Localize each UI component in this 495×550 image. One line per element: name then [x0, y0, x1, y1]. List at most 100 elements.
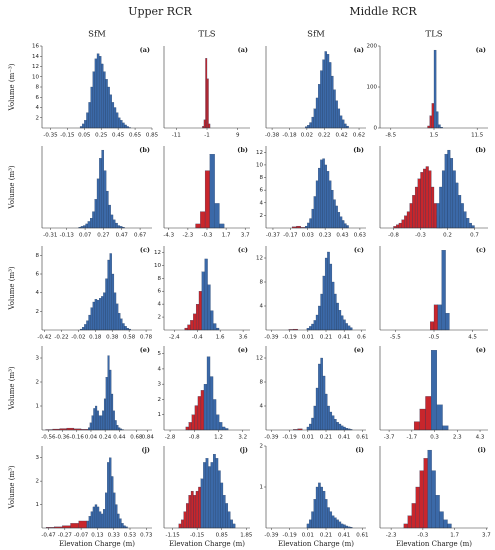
histogram-bar — [210, 462, 214, 529]
x-tick-label: 1.6 — [216, 335, 225, 341]
histogram-bar — [318, 482, 321, 529]
histogram-bar — [94, 199, 98, 229]
histogram-bar — [213, 454, 216, 529]
y-tick-label: 16 — [32, 44, 39, 50]
histogram-bar — [441, 170, 445, 229]
y-tick-label: 6 — [260, 188, 264, 194]
histogram-bar — [438, 124, 441, 129]
panel-label: (c) — [238, 246, 248, 254]
histogram-bar — [107, 355, 110, 431]
x-tick-label: 0.63 — [354, 233, 367, 239]
histogram-bar — [83, 225, 86, 229]
histogram-bar — [322, 158, 325, 229]
histogram-bar — [322, 375, 326, 431]
x-tick-label: 0.84 — [142, 435, 155, 441]
histogram-bar — [340, 425, 344, 431]
x-tick-label: 0.61 — [356, 435, 368, 441]
y-tick-label: 200 — [367, 44, 378, 50]
histogram-bar — [336, 519, 339, 529]
x-tick-label: 0.04 — [85, 435, 98, 441]
histogram-bar — [190, 490, 194, 529]
histogram-bar — [191, 414, 196, 431]
histogram-bar — [90, 86, 93, 129]
x-tick-label: -1.7 — [406, 435, 417, 441]
x-tick-label: 3.2 — [238, 435, 247, 441]
x-tick-label: -0.15 — [60, 133, 75, 139]
histogram-bar — [447, 149, 451, 229]
y-tick-label: 12 — [256, 150, 263, 156]
histogram-bar — [436, 111, 439, 129]
histogram-bar — [106, 190, 109, 229]
x-tick-label: 4.5 — [468, 335, 477, 341]
x-tick-label: 0.25 — [95, 133, 108, 139]
y-tick-label: 4 — [36, 105, 40, 111]
histogram-bar — [313, 108, 317, 129]
histogram-bar — [111, 273, 115, 331]
histogram-bar — [111, 102, 115, 129]
histogram-bar — [471, 225, 475, 229]
histogram-bar — [222, 426, 226, 431]
histogram-bar — [311, 417, 314, 431]
y-axis-label: Volume (m⁻³) — [8, 63, 16, 111]
histogram-bar — [455, 182, 459, 229]
x-tick-label: -4.3 — [163, 233, 174, 239]
histogram-bar — [307, 222, 310, 229]
y-tick-label: 8 — [260, 380, 264, 386]
histogram-bar — [439, 511, 444, 529]
x-tick-label: 0.27 — [97, 233, 110, 239]
histogram-bar — [117, 225, 121, 229]
histogram-bar — [105, 377, 108, 431]
x-axis-label: Elevation Charge (m) — [59, 540, 135, 548]
histogram-bar — [96, 410, 99, 431]
x-tick-label: -0.3 — [202, 233, 213, 239]
y-tick-label: 3 — [158, 382, 162, 388]
histogram-bar — [103, 71, 106, 129]
x-tick-label: -2.3 — [386, 533, 397, 539]
x-tick-label: -0.13 — [60, 233, 75, 239]
x-tick-label: -0.39 — [264, 335, 279, 341]
group-title: Middle RCR — [349, 5, 417, 18]
histogram-bar — [116, 425, 119, 431]
histogram-bar — [105, 278, 108, 331]
histogram-bar — [309, 326, 312, 331]
histogram-bar — [337, 212, 341, 229]
y-tick-label: 4 — [158, 366, 162, 372]
x-tick-label: 0.01 — [302, 435, 314, 441]
x-tick-label: -0.22 — [54, 335, 68, 341]
x-tick-label: -0.37 — [266, 233, 281, 239]
histogram-bar — [195, 490, 199, 529]
x-tick-label: -0.16 — [70, 435, 85, 441]
histogram-bar — [195, 223, 201, 229]
histogram-bar — [315, 486, 319, 529]
y-tick-label: 10 — [256, 162, 263, 168]
histogram-bar — [420, 172, 424, 229]
histogram-bar — [84, 324, 87, 331]
x-tick-label: 0.68 — [130, 435, 143, 441]
histogram-bar — [218, 422, 223, 431]
histogram-bar — [178, 523, 182, 529]
histogram-bar — [403, 523, 408, 529]
histogram-bar — [309, 218, 312, 229]
x-tick-label: -0.19 — [283, 435, 298, 441]
y-tick-label: 6 — [36, 272, 40, 278]
y-tick-label: 4 — [260, 404, 264, 410]
histogram-bar — [114, 420, 117, 431]
x-tick-label: -0.39 — [264, 435, 279, 441]
histogram-bar — [320, 70, 323, 129]
x-tick-label: 0.47 — [116, 233, 129, 239]
histogram-bar — [331, 515, 335, 529]
histogram-bar — [110, 214, 114, 229]
y-tick-label: 1 — [36, 404, 40, 410]
histogram-bar — [230, 519, 233, 529]
x-tick-label: -5.5 — [390, 335, 401, 341]
x-tick-label: 0.01 — [302, 335, 314, 341]
histogram-bar — [427, 449, 432, 529]
y-tick-label: 12 — [154, 250, 161, 256]
histogram-bar — [103, 292, 106, 331]
histogram-bar — [205, 58, 208, 129]
histogram-bar — [113, 107, 117, 129]
y-tick-label: 14 — [32, 54, 39, 60]
x-tick-label: 0.38 — [106, 335, 119, 341]
histogram-bar — [86, 112, 89, 129]
histogram-bar — [120, 120, 123, 129]
